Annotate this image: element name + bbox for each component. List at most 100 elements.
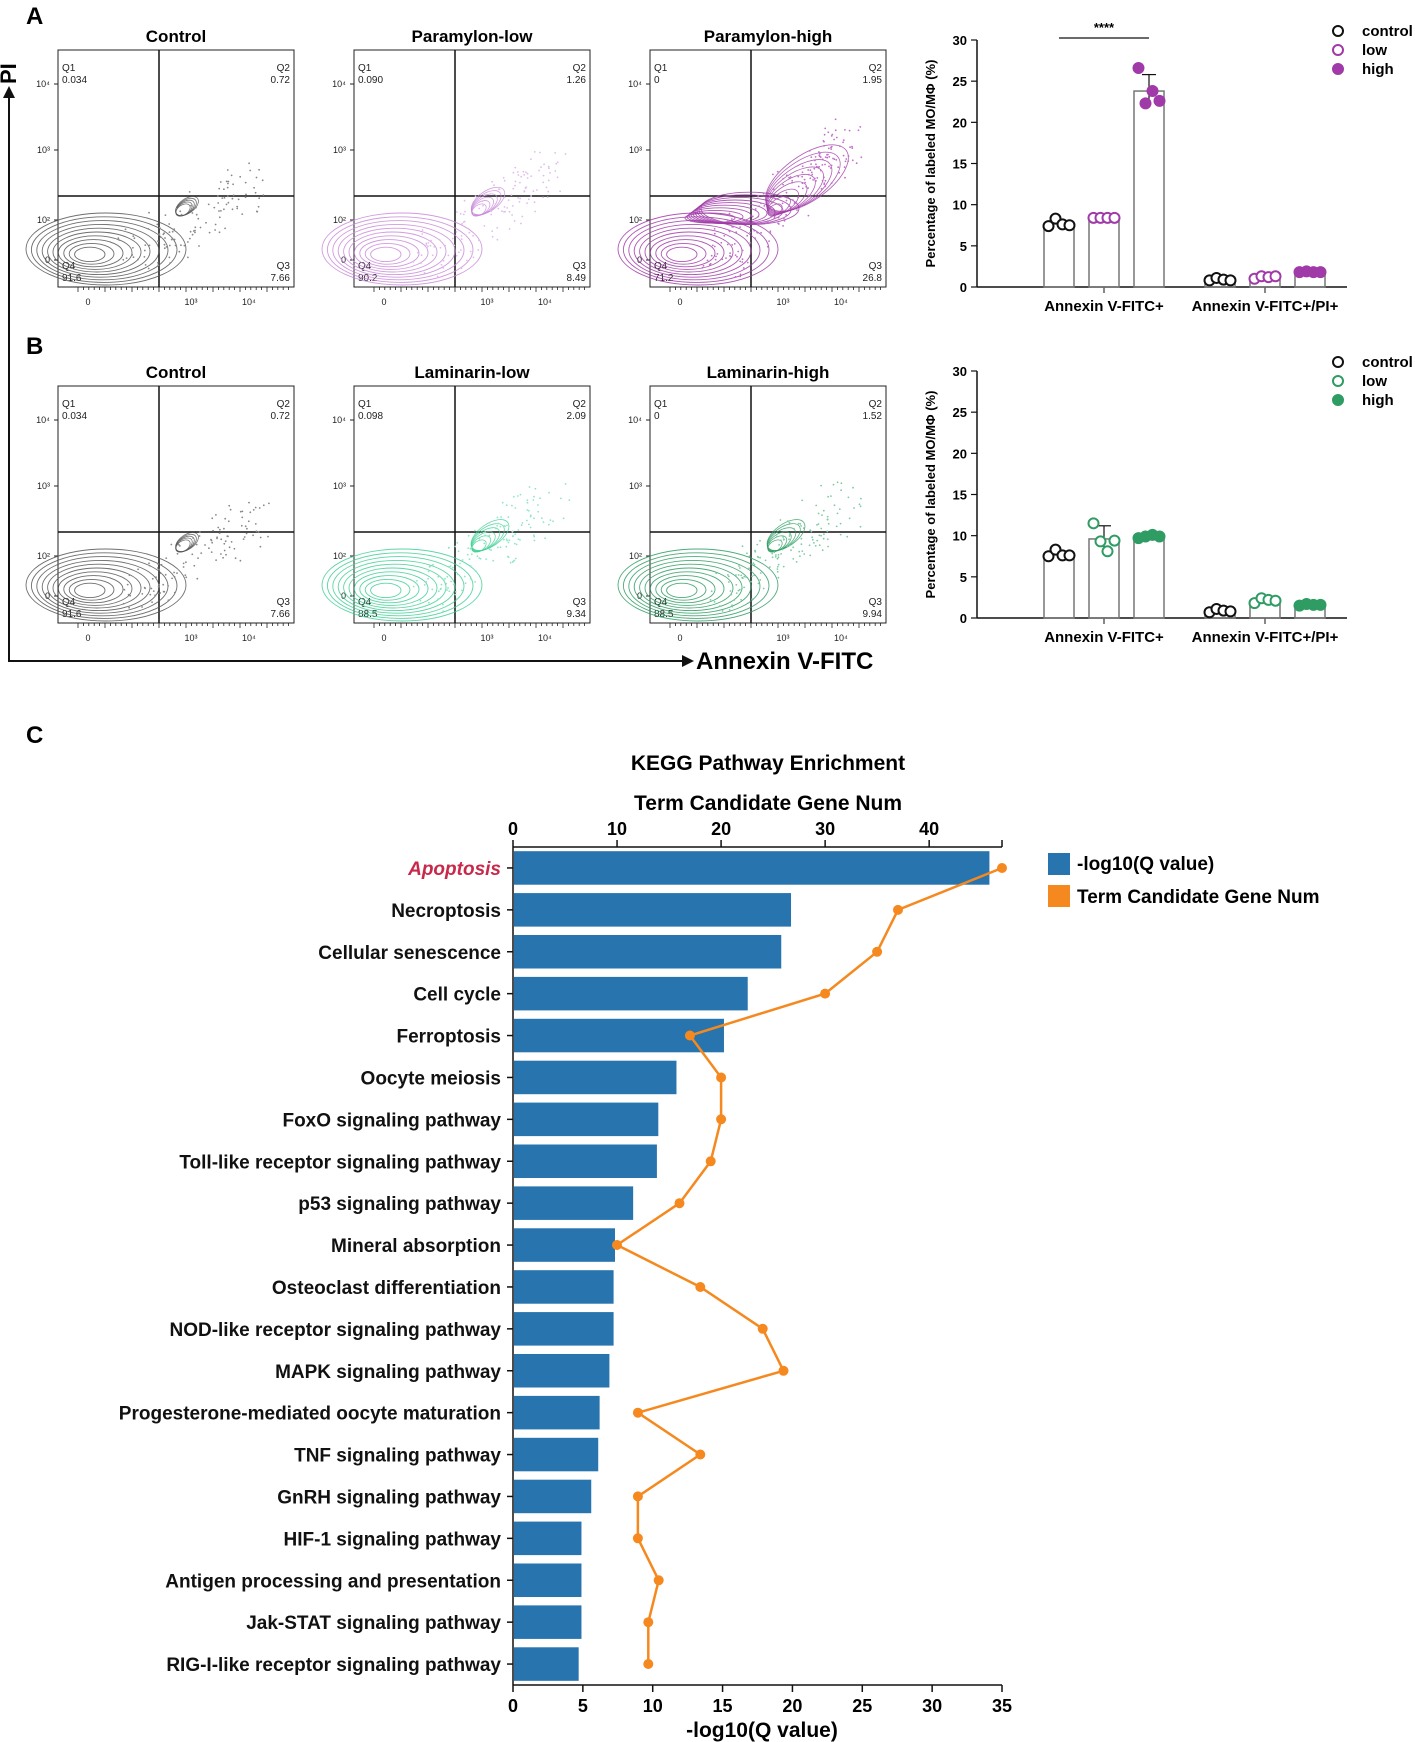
event-dot: [157, 585, 160, 588]
contour-ring: [337, 559, 456, 614]
event-dot: [173, 576, 176, 578]
kegg-bottom-tick-label: 15: [713, 1696, 733, 1716]
event-dot: [268, 502, 270, 505]
event-dot: [490, 549, 492, 551]
kegg-category-label: NOD-like receptor signaling pathway: [169, 1320, 501, 1341]
event-dot: [788, 205, 790, 208]
event-dot: [815, 504, 818, 507]
event-dot: [526, 202, 528, 205]
event-dot: [730, 218, 733, 220]
event-dot: [818, 154, 821, 157]
event-dot: [857, 129, 860, 132]
event-dot: [789, 533, 791, 536]
gene-num-point: [716, 1072, 727, 1083]
event-dot: [445, 582, 448, 585]
event-dot: [496, 226, 499, 229]
event-dot: [820, 534, 822, 537]
legend-marker-control: [1332, 356, 1344, 368]
significance-label: ****: [1094, 20, 1115, 35]
event-dot: [532, 499, 535, 501]
y-tick-label: 15: [953, 157, 967, 172]
event-dot: [803, 553, 806, 555]
flow-x-tick-label: 10⁴: [242, 297, 256, 307]
event-dot: [220, 538, 223, 541]
flow-x-tick-label: 0: [85, 633, 90, 643]
event-dot: [733, 243, 736, 245]
event-dot: [436, 275, 439, 278]
event-dot: [508, 539, 511, 542]
event-dot: [429, 244, 432, 247]
event-dot: [438, 238, 441, 241]
event-dot: [830, 495, 832, 497]
contour-ring: [68, 242, 115, 265]
event-dot: [847, 496, 850, 499]
event-dot: [808, 544, 811, 547]
contour-ring: [68, 578, 115, 601]
event-dot: [710, 590, 713, 593]
event-dot: [735, 574, 737, 576]
event-dot: [737, 250, 740, 253]
kegg-category-label: p53 signaling pathway: [298, 1194, 501, 1215]
event-dot: [816, 539, 819, 542]
flow-plot-title: Laminarin-low: [414, 363, 530, 382]
event-dot: [508, 228, 511, 230]
event-dot: [173, 228, 176, 231]
y-tick-label: 5: [960, 570, 967, 585]
y-tick-label: 10: [953, 198, 967, 213]
event-dot: [444, 244, 447, 247]
event-dot: [176, 572, 178, 574]
event-dot: [513, 542, 516, 545]
contour-tail-ring: [470, 186, 506, 216]
event-dot: [210, 539, 213, 542]
event-dot: [454, 593, 457, 596]
y-tick-label: 10: [953, 529, 967, 544]
event-dot: [503, 196, 506, 199]
event-dot: [813, 542, 815, 544]
contour-ring: [348, 567, 438, 609]
event-dot: [205, 221, 207, 224]
category-label: Annexin V-FITC+: [1044, 629, 1164, 646]
event-dot: [447, 254, 450, 257]
event-dot: [788, 535, 791, 537]
event-dot: [168, 244, 171, 247]
event-dot: [218, 532, 221, 534]
event-dot: [728, 229, 730, 232]
flow-x-tick-label: 10³: [776, 297, 789, 307]
event-dot: [743, 575, 746, 578]
flow-x-tick-label: 10³: [776, 633, 789, 643]
event-dot: [170, 543, 173, 546]
event-dot: [809, 195, 812, 198]
event-dot: [533, 517, 535, 520]
event-dot: [168, 223, 171, 225]
event-dot: [468, 231, 471, 234]
kegg-bar: [514, 1563, 582, 1598]
kegg-category-label: MAPK signaling pathway: [275, 1362, 501, 1383]
kegg-bar: [514, 1270, 614, 1304]
event-dot: [152, 590, 155, 592]
flow-plot-frame: [649, 385, 887, 624]
event-dot: [167, 599, 170, 602]
event-dot: [163, 590, 166, 593]
event-dot: [530, 175, 533, 178]
event-dot: [421, 233, 424, 235]
event-dot: [777, 563, 780, 566]
event-dot: [801, 171, 804, 174]
event-dot: [255, 530, 258, 533]
quadrant-q3-value: 7.66: [271, 273, 291, 284]
event-dot: [769, 213, 772, 215]
legend-marker-low: [1332, 375, 1344, 387]
flow-x-tick-label: 10⁴: [538, 297, 552, 307]
event-dot: [420, 254, 423, 257]
flow-plot-title: Paramylon-low: [412, 27, 534, 46]
event-dot: [446, 575, 449, 578]
event-dot: [736, 255, 738, 258]
event-dot: [741, 249, 744, 252]
event-dot: [128, 574, 131, 577]
event-dot: [223, 197, 226, 199]
event-dot: [458, 251, 460, 254]
event-dot: [739, 275, 742, 278]
event-dot: [171, 577, 174, 580]
event-dot: [231, 197, 234, 200]
event-dot: [132, 235, 135, 238]
event-dot: [185, 576, 188, 579]
